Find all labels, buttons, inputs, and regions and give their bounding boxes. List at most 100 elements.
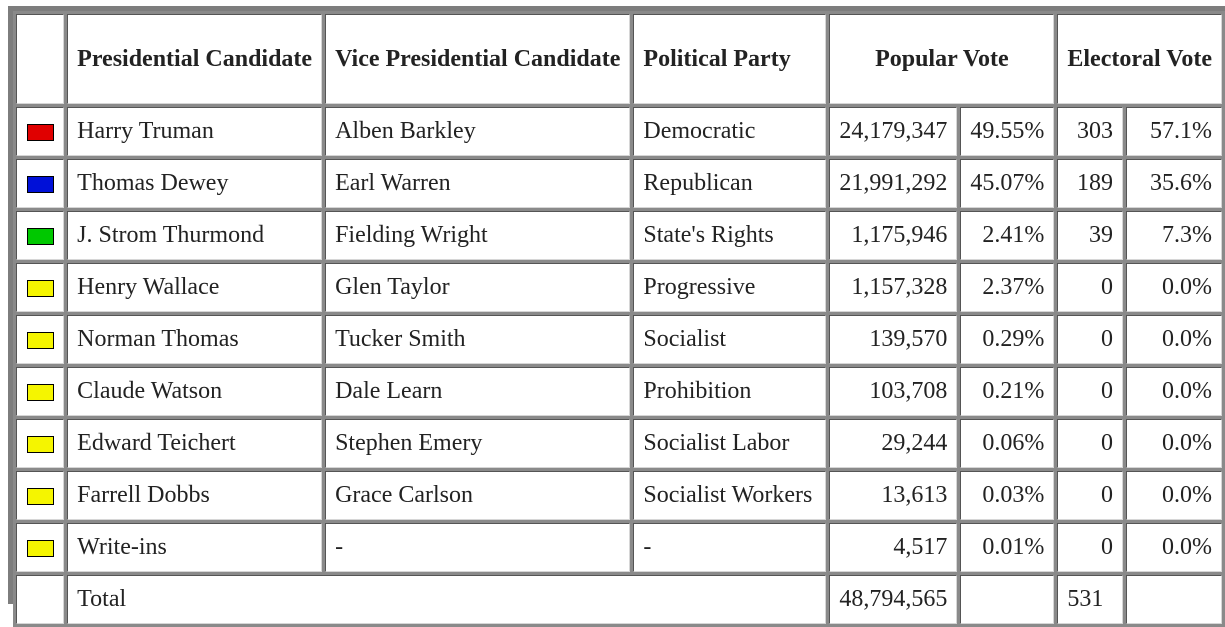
electoral-vote-percent-cell: 0.0%	[1125, 367, 1222, 416]
header-vice-presidential-candidate: Vice Presidential Candidate	[325, 14, 631, 104]
popular-vote-percent-cell: 0.29%	[960, 315, 1055, 364]
popular-vote-percent-cell: 0.21%	[960, 367, 1055, 416]
vice-presidential-candidate-cell: Glen Taylor	[325, 263, 631, 312]
total-popular-vote-cell: 48,794,565	[829, 575, 958, 624]
political-party-cell: State's Rights	[633, 211, 827, 260]
electoral-vote-count-cell: 189	[1057, 159, 1123, 208]
presidential-candidate-cell: Harry Truman	[67, 107, 323, 156]
electoral-vote-count-cell: 0	[1057, 471, 1123, 520]
electoral-vote-count-cell: 0	[1057, 523, 1123, 572]
party-color-cell	[16, 315, 65, 364]
table-header-row: Presidential Candidate Vice Presidential…	[16, 14, 1222, 104]
party-color-cell	[16, 159, 65, 208]
vice-presidential-candidate-cell: Dale Learn	[325, 367, 631, 416]
total-electoral-vote-cell: 531	[1057, 575, 1123, 624]
political-party-cell: Progressive	[633, 263, 827, 312]
total-row: Total 48,794,565 531	[16, 575, 1222, 624]
party-color-cell	[16, 263, 65, 312]
header-presidential-candidate: Presidential Candidate	[67, 14, 323, 104]
popular-vote-count-cell: 29,244	[829, 419, 958, 468]
table-row: Edward Teichert Stephen Emery Socialist …	[16, 419, 1222, 468]
party-color-cell	[16, 211, 65, 260]
presidential-candidate-cell: Thomas Dewey	[67, 159, 323, 208]
header-color-column	[16, 14, 65, 104]
presidential-candidate-cell: Henry Wallace	[67, 263, 323, 312]
political-party-cell: Socialist Workers	[633, 471, 827, 520]
popular-vote-percent-cell: 0.01%	[960, 523, 1055, 572]
electoral-vote-count-cell: 303	[1057, 107, 1123, 156]
electoral-vote-percent-cell: 0.0%	[1125, 471, 1222, 520]
popular-vote-count-cell: 1,175,946	[829, 211, 958, 260]
party-color-swatch	[26, 487, 54, 505]
vice-presidential-candidate-cell: Grace Carlson	[325, 471, 631, 520]
electoral-vote-percent-cell: 35.6%	[1125, 159, 1222, 208]
election-results-table: Presidential Candidate Vice Presidential…	[13, 11, 1225, 627]
presidential-candidate-cell: Norman Thomas	[67, 315, 323, 364]
electoral-vote-percent-cell: 0.0%	[1125, 315, 1222, 364]
party-color-swatch	[26, 123, 54, 141]
political-party-cell: Socialist Labor	[633, 419, 827, 468]
political-party-cell: -	[633, 523, 827, 572]
total-electoral-percent-cell	[1125, 575, 1222, 624]
header-popular-vote: Popular Vote	[829, 14, 1055, 104]
electoral-vote-percent-cell: 57.1%	[1125, 107, 1222, 156]
electoral-vote-count-cell: 0	[1057, 367, 1123, 416]
table-row: Farrell Dobbs Grace Carlson Socialist Wo…	[16, 471, 1222, 520]
vice-presidential-candidate-cell: Fielding Wright	[325, 211, 631, 260]
party-color-swatch	[26, 435, 54, 453]
header-political-party: Political Party	[633, 14, 827, 104]
electoral-vote-count-cell: 0	[1057, 315, 1123, 364]
electoral-vote-count-cell: 39	[1057, 211, 1123, 260]
popular-vote-percent-cell: 49.55%	[960, 107, 1055, 156]
presidential-candidate-cell: J. Strom Thurmond	[67, 211, 323, 260]
popular-vote-count-cell: 1,157,328	[829, 263, 958, 312]
table-row: Henry Wallace Glen Taylor Progressive 1,…	[16, 263, 1222, 312]
party-color-swatch	[26, 175, 54, 193]
popular-vote-percent-cell: 0.06%	[960, 419, 1055, 468]
electoral-vote-percent-cell: 0.0%	[1125, 263, 1222, 312]
table-body: Harry Truman Alben Barkley Democratic 24…	[16, 107, 1222, 624]
party-color-cell	[16, 471, 65, 520]
popular-vote-count-cell: 24,179,347	[829, 107, 958, 156]
presidential-candidate-cell: Claude Watson	[67, 367, 323, 416]
total-label-cell: Total	[67, 575, 827, 624]
table-row: Harry Truman Alben Barkley Democratic 24…	[16, 107, 1222, 156]
popular-vote-count-cell: 139,570	[829, 315, 958, 364]
vice-presidential-candidate-cell: Tucker Smith	[325, 315, 631, 364]
popular-vote-percent-cell: 0.03%	[960, 471, 1055, 520]
political-party-cell: Prohibition	[633, 367, 827, 416]
popular-vote-count-cell: 21,991,292	[829, 159, 958, 208]
results-table-frame: Presidential Candidate Vice Presidential…	[8, 6, 1225, 627]
table-row: Thomas Dewey Earl Warren Republican 21,9…	[16, 159, 1222, 208]
presidential-candidate-cell: Edward Teichert	[67, 419, 323, 468]
party-color-cell	[16, 523, 65, 572]
table-row: Write-ins - - 4,517 0.01% 0 0.0%	[16, 523, 1222, 572]
electoral-vote-count-cell: 0	[1057, 263, 1123, 312]
party-color-swatch	[26, 279, 54, 297]
header-electoral-vote: Electoral Vote	[1057, 14, 1222, 104]
party-color-cell	[16, 367, 65, 416]
total-popular-percent-cell	[960, 575, 1055, 624]
vice-presidential-candidate-cell: Earl Warren	[325, 159, 631, 208]
table-row: Norman Thomas Tucker Smith Socialist 139…	[16, 315, 1222, 364]
popular-vote-count-cell: 103,708	[829, 367, 958, 416]
party-color-cell	[16, 107, 65, 156]
popular-vote-count-cell: 13,613	[829, 471, 958, 520]
table-row: Claude Watson Dale Learn Prohibition 103…	[16, 367, 1222, 416]
electoral-vote-percent-cell: 0.0%	[1125, 523, 1222, 572]
political-party-cell: Republican	[633, 159, 827, 208]
party-color-swatch	[26, 227, 54, 245]
electoral-vote-percent-cell: 0.0%	[1125, 419, 1222, 468]
electoral-vote-count-cell: 0	[1057, 419, 1123, 468]
presidential-candidate-cell: Write-ins	[67, 523, 323, 572]
vice-presidential-candidate-cell: Stephen Emery	[325, 419, 631, 468]
political-party-cell: Socialist	[633, 315, 827, 364]
table-row: J. Strom Thurmond Fielding Wright State'…	[16, 211, 1222, 260]
vice-presidential-candidate-cell: Alben Barkley	[325, 107, 631, 156]
party-color-swatch	[26, 331, 54, 349]
party-color-swatch	[26, 539, 54, 557]
popular-vote-percent-cell: 2.41%	[960, 211, 1055, 260]
political-party-cell: Democratic	[633, 107, 827, 156]
electoral-vote-percent-cell: 7.3%	[1125, 211, 1222, 260]
party-color-cell	[16, 419, 65, 468]
